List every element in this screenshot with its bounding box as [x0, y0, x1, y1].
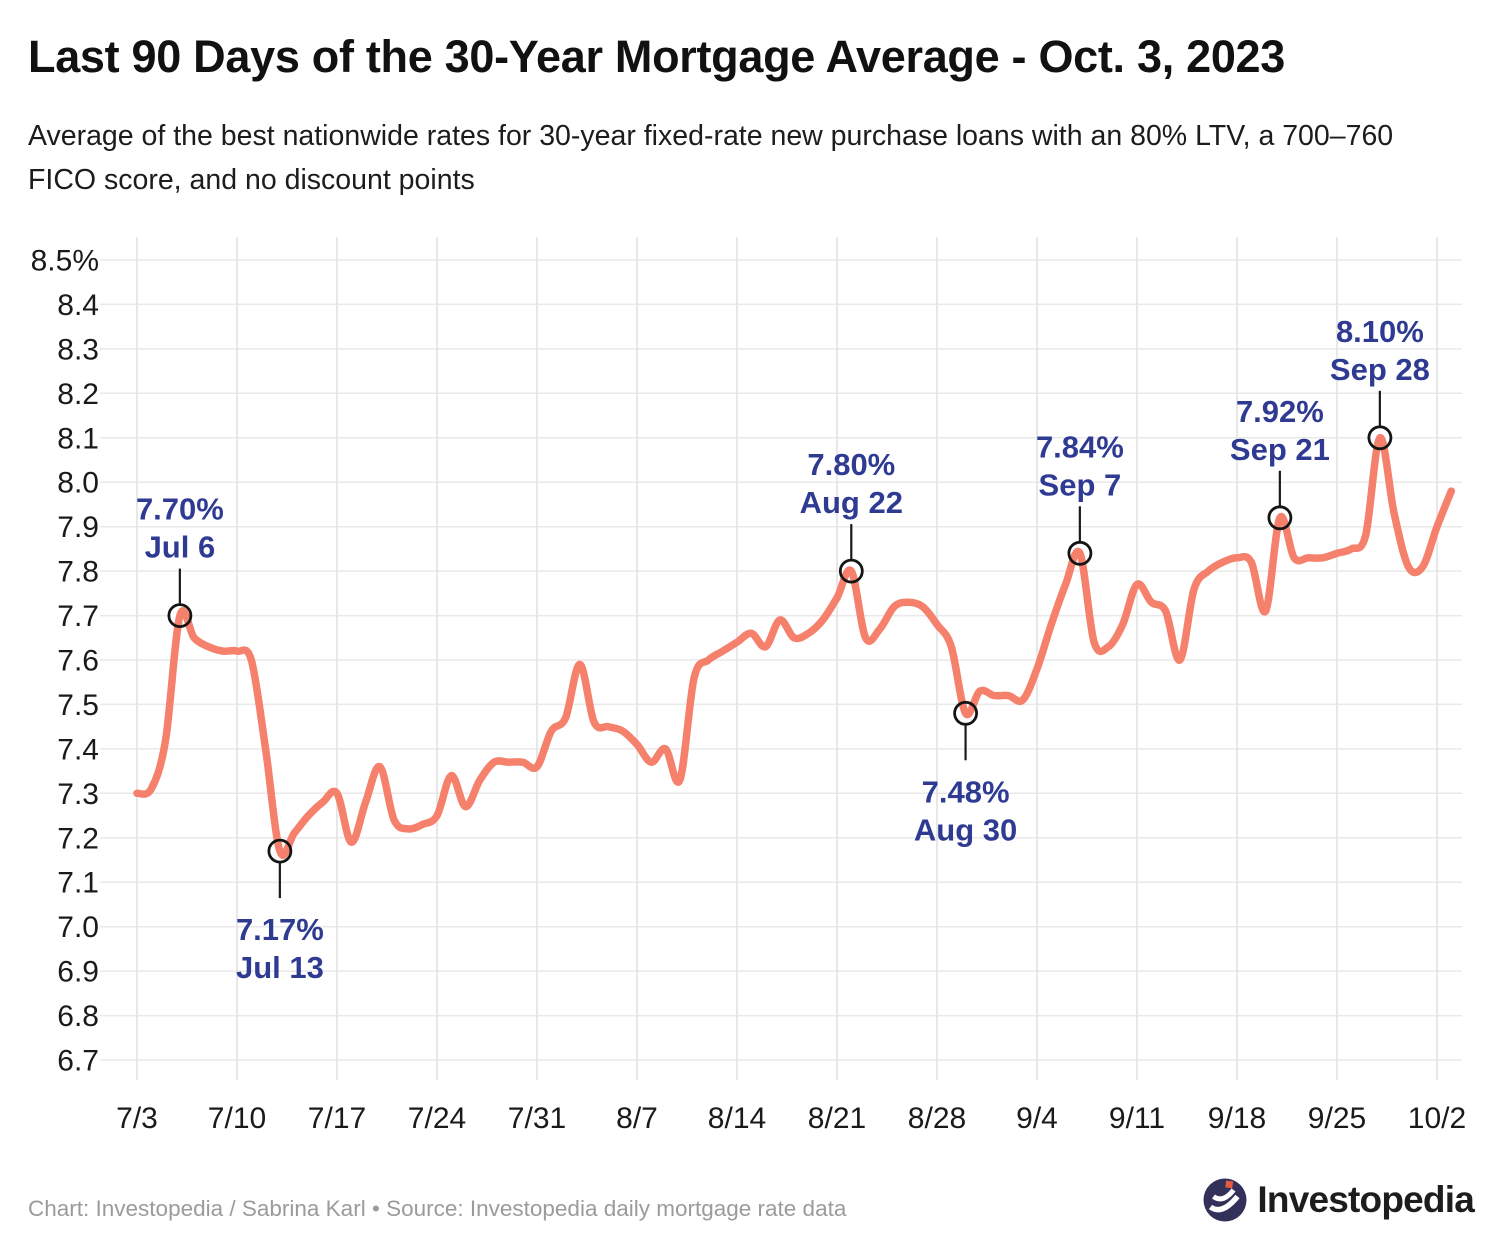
footer-credit: Chart: Investopedia / Sabrina Karl • Sou…: [28, 1196, 847, 1221]
marker-backgrounds: [168, 426, 1391, 863]
y-tick-label: 7.6: [57, 645, 99, 678]
annotation-date: Aug 22: [800, 485, 903, 520]
x-tick-label: 9/4: [1016, 1102, 1058, 1135]
y-tick-label: 7.3: [57, 778, 99, 811]
x-tick-label: 9/18: [1208, 1102, 1266, 1135]
x-tick-label: 8/21: [808, 1102, 866, 1135]
y-tick-label: 8.1: [57, 422, 99, 455]
y-tick-label: 7.2: [57, 822, 99, 855]
x-tick-label: 7/17: [308, 1102, 366, 1135]
annotation-date: Sep 7: [1039, 467, 1122, 502]
annotation-value: 7.70%: [136, 492, 224, 527]
y-tick-label: 6.7: [57, 1045, 99, 1078]
y-tick-label: 8.2: [57, 378, 99, 411]
x-tick-label: 9/25: [1308, 1102, 1366, 1135]
y-tick-label: 7.0: [57, 911, 99, 944]
annotation-value: 7.17%: [236, 912, 324, 947]
investopedia-logo-icon: [1203, 1178, 1247, 1222]
y-tick-label: 7.9: [57, 511, 99, 544]
data-point-marker: [1267, 505, 1293, 531]
x-tick-label: 7/24: [408, 1102, 466, 1135]
y-tick-label: 8.4: [57, 289, 99, 322]
x-tick-label: 7/10: [208, 1102, 266, 1135]
data-point-marker: [167, 603, 193, 628]
y-tick-label: 6.8: [57, 1000, 99, 1033]
y-tick-label: 6.9: [57, 956, 99, 989]
investopedia-logo-wordmark: Investopedia: [1257, 1179, 1474, 1220]
annotation-date: Jul 6: [145, 530, 216, 565]
x-tick-label: 8/14: [708, 1102, 766, 1135]
annotation-value: 7.84%: [1036, 429, 1124, 464]
x-tick-label: 9/11: [1109, 1102, 1165, 1135]
annotation-date: Sep 21: [1230, 432, 1330, 467]
x-tick-label: 8/28: [908, 1102, 966, 1135]
y-tick-label: 8.0: [57, 467, 99, 500]
y-tick-label: 7.4: [57, 733, 99, 766]
annotation-value: 7.80%: [807, 447, 895, 482]
y-tick-label: 7.1: [57, 867, 99, 900]
x-tick-label: 7/31: [508, 1102, 566, 1135]
data-point-marker: [838, 558, 864, 584]
y-tick-label: 7.5: [57, 689, 99, 722]
data-point-marker: [1367, 425, 1393, 451]
annotation-date: Aug 30: [914, 812, 1017, 847]
rate-line: [133, 434, 1456, 859]
annotation-date: Jul 13: [236, 950, 324, 985]
x-tick-label: 10/2: [1408, 1102, 1466, 1135]
grid: [100, 237, 1462, 1080]
chart-title: Last 90 Days of the 30-Year Mortgage Ave…: [28, 31, 1286, 82]
y-tick-label: 7.7: [57, 600, 99, 633]
x-tick-label: 7/3: [116, 1102, 158, 1135]
investopedia-logo: Investopedia: [1202, 1177, 1475, 1223]
y-tick-label: 7.8: [57, 556, 99, 589]
annotation-value: 7.48%: [922, 774, 1010, 809]
data-point-marker: [953, 700, 978, 726]
data-point-marker: [267, 838, 293, 864]
x-tick-label: 8/7: [616, 1102, 658, 1135]
data-point-marker: [1067, 540, 1093, 566]
y-tick-label: 8.3: [57, 333, 99, 366]
annotations: 7.70%Jul 6 7.17%Jul 13 7.80%Aug 22 7.48%Aug…: [136, 314, 1430, 985]
annotation-value: 7.92%: [1236, 394, 1324, 429]
chart-subtitle: Average of the best nationwide rates for…: [28, 120, 1394, 196]
y-tick-label: 8.5%: [31, 245, 99, 278]
annotation-date: Sep 28: [1330, 352, 1430, 387]
annotation-value: 8.10%: [1336, 314, 1424, 349]
axis-labels: 6.7 6.8 6.9 7.0 7.1 7.2 7.3 7.4 7.5 7.6 7.7 7.8 7.9 8…: [31, 245, 1467, 1136]
